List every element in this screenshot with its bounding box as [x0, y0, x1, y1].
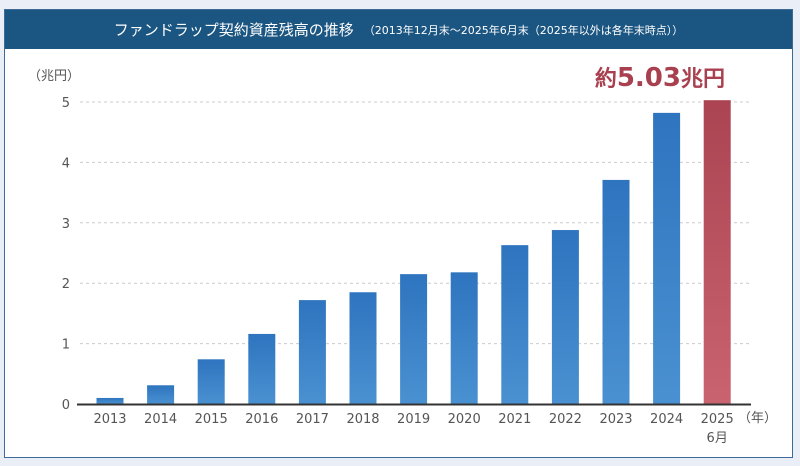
- y-tick-label: 5: [62, 96, 70, 111]
- x-tick-label: 2023: [599, 412, 632, 427]
- bar-2022: [551, 230, 579, 404]
- bar-2018: [349, 292, 377, 404]
- bar-2021: [501, 245, 529, 404]
- chart-subtitle: （2013年12月末～2025年6月末（2025年以外は各年末時点））: [363, 23, 684, 37]
- y-tick-label: 1: [62, 338, 70, 353]
- bar-2023: [602, 179, 630, 404]
- x-tick-label: 2018: [346, 412, 379, 427]
- x-tick-label: 2013: [93, 412, 126, 427]
- x-tick-label: 2024: [650, 412, 683, 427]
- x-tick-label: 2021: [498, 412, 531, 427]
- bar-2019: [400, 274, 428, 404]
- highlight-annotation: 約5.03兆円: [595, 63, 725, 93]
- bar-2016: [248, 333, 276, 404]
- x-tick-label: 2019: [397, 412, 430, 427]
- x-tick-label: 2025: [701, 412, 734, 427]
- y-tick-label: 4: [62, 156, 70, 171]
- bar-2015: [197, 359, 225, 404]
- x-tick-label: 2016: [245, 412, 278, 427]
- chart-header: ファンドラップ契約資産残高の推移 （2013年12月末～2025年6月末（202…: [5, 10, 792, 49]
- bar-highlight-2025: [703, 100, 731, 405]
- bar-2024: [653, 112, 681, 404]
- x-tick-sublabel: 6月: [707, 431, 728, 446]
- x-axis-unit: （年）: [738, 411, 777, 426]
- y-tick-label: 2: [62, 277, 70, 292]
- x-tick-label: 2020: [448, 412, 481, 427]
- x-tick-label: 2022: [549, 412, 582, 427]
- y-tick-label: 3: [62, 217, 70, 232]
- x-tick-label: 2014: [144, 412, 177, 427]
- y-tick-label: 0: [62, 398, 70, 413]
- bar-2013: [96, 397, 124, 404]
- x-tick-label: 2017: [296, 412, 329, 427]
- bar-2017: [298, 300, 326, 404]
- y-axis-unit: （兆円）: [28, 69, 80, 84]
- x-tick-label: 2015: [195, 412, 228, 427]
- chart-title: ファンドラップ契約資産残高の推移: [113, 21, 354, 39]
- bar-2014: [147, 385, 175, 404]
- bar-2020: [450, 272, 478, 404]
